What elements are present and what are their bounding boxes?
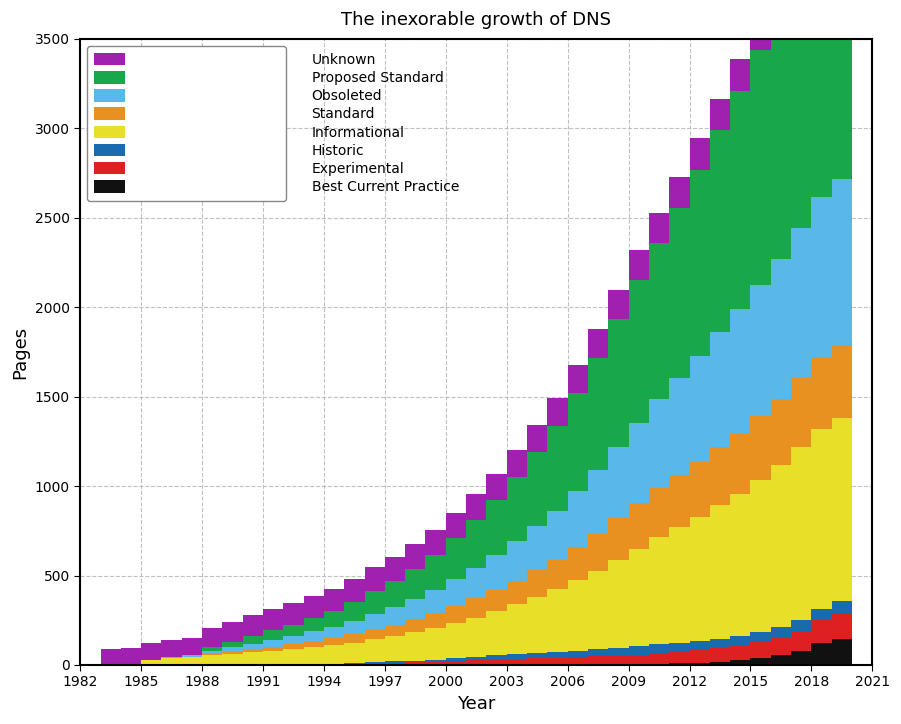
Title: The inexorable growth of DNS: The inexorable growth of DNS: [341, 11, 611, 29]
Y-axis label: Pages: Pages: [11, 325, 29, 379]
Legend: Unknown, Proposed Standard, Obsoleted, Standard, Informational, Historic, Experi: Unknown, Proposed Standard, Obsoleted, S…: [87, 46, 286, 201]
X-axis label: Year: Year: [457, 695, 496, 713]
